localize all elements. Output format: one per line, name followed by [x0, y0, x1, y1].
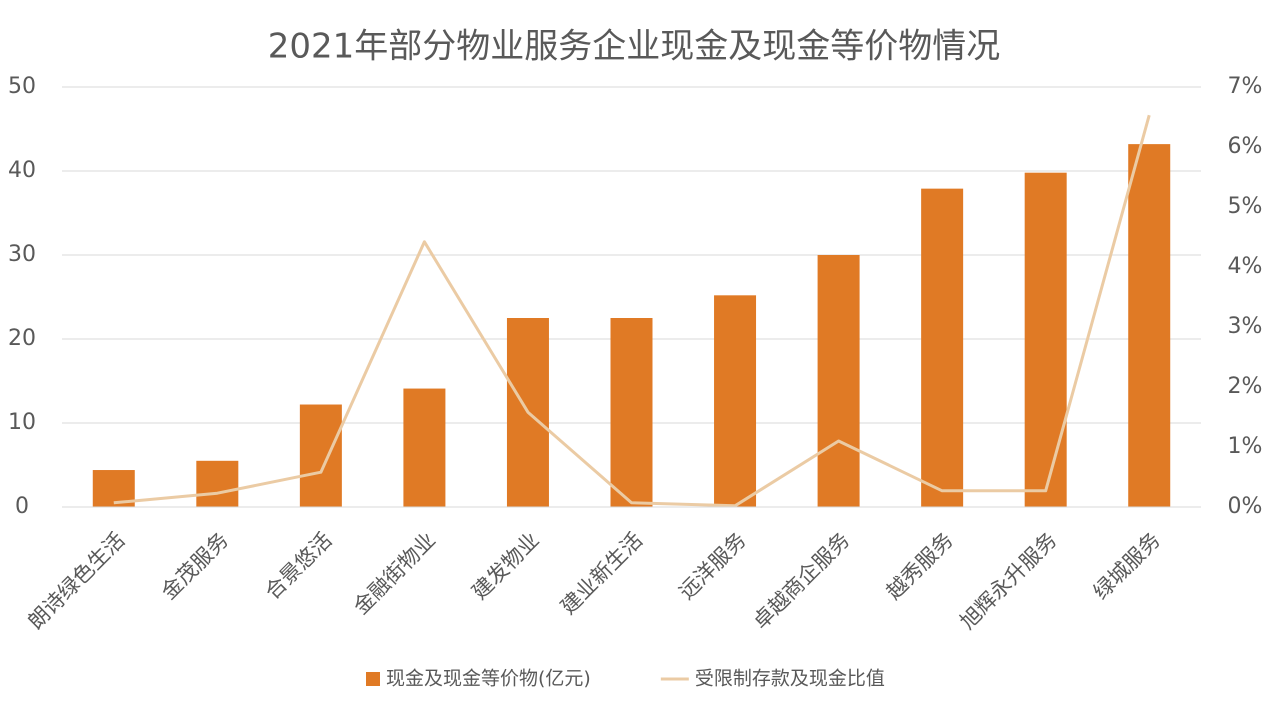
y-tick-label: 0 — [15, 494, 29, 519]
y-tick-label: 50 — [8, 74, 36, 99]
y2-tick-label: 0% — [1228, 494, 1263, 519]
y2-tick-label: 1% — [1228, 434, 1263, 459]
x-tick-label: 金融街物业 — [349, 528, 440, 619]
x-tick-label: 绿城服务 — [1089, 528, 1165, 604]
y-tick-label: 40 — [8, 158, 36, 183]
y2-tick-label: 2% — [1228, 374, 1263, 399]
bar — [817, 255, 860, 507]
x-tick-label: 建业新生活 — [556, 528, 647, 619]
bar — [299, 404, 342, 507]
y-tick-label: 20 — [8, 326, 36, 351]
bar — [714, 295, 757, 507]
y-tick-label: 10 — [8, 410, 36, 435]
x-tick-label: 合景悠活 — [260, 528, 336, 604]
x-tick-label: 远洋服务 — [674, 528, 750, 604]
y2-tick-label: 3% — [1228, 314, 1263, 339]
bar — [1128, 144, 1171, 507]
bar — [921, 188, 964, 507]
y2-tick-label: 5% — [1228, 194, 1263, 219]
x-tick-label: 金茂服务 — [157, 528, 233, 604]
y2-tick-label: 7% — [1228, 74, 1263, 99]
legend-label: 受限制存款及现金比值 — [695, 668, 885, 690]
bar — [610, 318, 653, 507]
x-tick-label: 越秀服务 — [882, 528, 958, 604]
bar — [403, 388, 446, 507]
legend-label: 现金及现金等价物(亿元) — [386, 668, 591, 690]
bar — [1024, 172, 1067, 507]
line — [113, 114, 1151, 508]
bar — [196, 460, 239, 507]
x-tick-label: 卓越商企服务 — [748, 528, 854, 634]
x-tick-label: 旭辉永升服务 — [955, 528, 1061, 634]
legend-swatch — [366, 672, 380, 686]
chart-title: 2021年部分物业服务企业现金及现金等价物情况 — [268, 27, 1001, 67]
x-tick-label: 建发物业 — [467, 528, 543, 604]
x-tick-label: 朗诗绿色生活 — [23, 528, 129, 634]
y2-tick-label: 4% — [1228, 254, 1263, 279]
y2-tick-label: 6% — [1228, 134, 1263, 159]
y-tick-label: 30 — [8, 242, 36, 267]
